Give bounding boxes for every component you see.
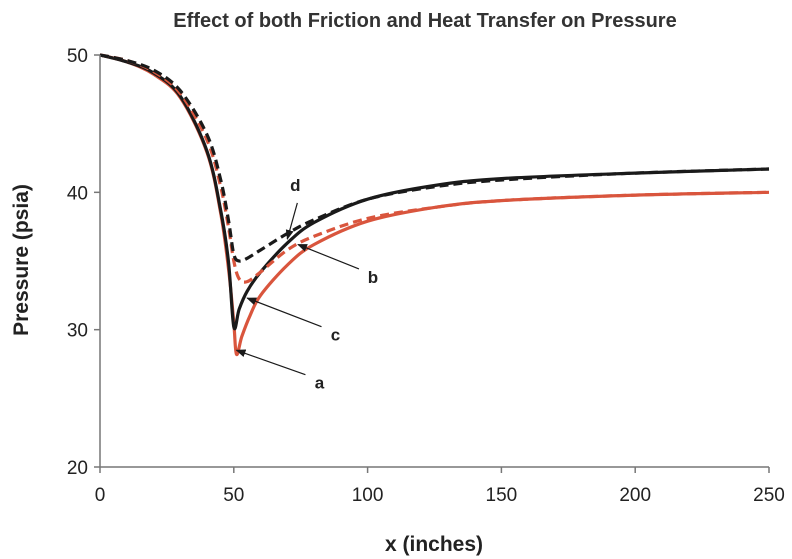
x-tick-label: 150 bbox=[486, 485, 518, 506]
tick-labels: 0 50 100 150 200 250 20 30 40 50 bbox=[67, 46, 785, 506]
annotation-arrow-b bbox=[297, 243, 360, 270]
series-line-a bbox=[99, 53, 770, 357]
annotation-label-b: b bbox=[368, 268, 378, 287]
annotation-label-a: a bbox=[315, 374, 325, 393]
x-tick-label: 50 bbox=[223, 485, 244, 506]
y-axis-label: Pressure (psia) bbox=[10, 184, 33, 336]
annotations: a b c d bbox=[235, 176, 378, 393]
y-tick-label: 40 bbox=[67, 183, 88, 204]
y-tick-label: 50 bbox=[67, 46, 88, 67]
series-line-d bbox=[99, 53, 770, 263]
y-tick-label: 20 bbox=[67, 458, 88, 479]
annotation-arrow-c bbox=[246, 297, 322, 328]
series-line-c bbox=[99, 53, 770, 331]
y-tick-label: 30 bbox=[67, 321, 88, 342]
x-tick-label: 100 bbox=[352, 485, 384, 506]
x-tick-label: 200 bbox=[619, 485, 651, 506]
x-tick-label: 0 bbox=[95, 485, 106, 506]
annotation-arrow-a bbox=[235, 349, 306, 376]
x-tick-label: 250 bbox=[753, 485, 785, 506]
annotation-label-c: c bbox=[331, 326, 340, 345]
axes bbox=[99, 55, 769, 468]
annotation-arrow-d bbox=[285, 202, 298, 240]
series-line-b bbox=[99, 53, 770, 284]
annotation-label-d: d bbox=[290, 176, 300, 195]
x-axis-label: x (inches) bbox=[385, 533, 483, 556]
chart-title: Effect of both Friction and Heat Transfe… bbox=[173, 10, 676, 32]
series-lines bbox=[99, 53, 770, 357]
